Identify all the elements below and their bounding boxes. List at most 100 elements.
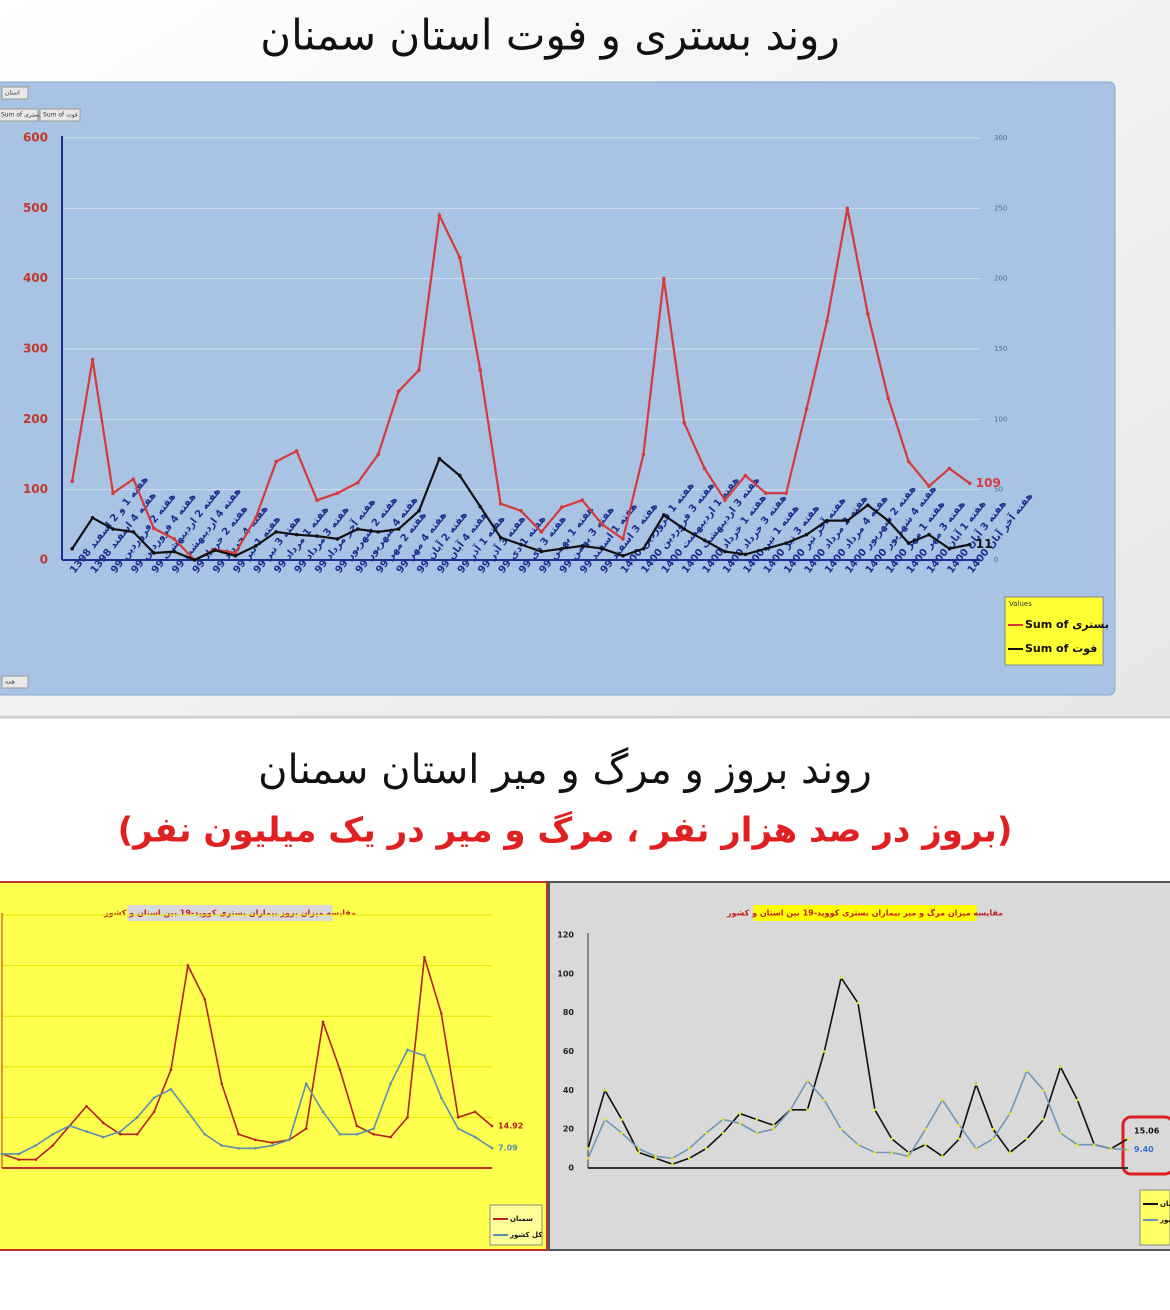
chart-panel — [0, 881, 548, 1251]
point — [396, 527, 401, 531]
point — [620, 1131, 624, 1135]
legend-label: کشور — [1159, 1216, 1170, 1224]
point — [723, 498, 727, 503]
point — [1059, 1065, 1062, 1069]
y2-tick-label: 150 — [994, 345, 1007, 353]
point — [70, 479, 74, 484]
point — [947, 466, 952, 471]
point — [1042, 1118, 1045, 1121]
point — [152, 1110, 156, 1114]
point — [687, 1147, 691, 1150]
point — [822, 1050, 826, 1053]
filter-label: Sum of فوت — [43, 112, 78, 119]
legend-label: Sum of بستری — [1025, 618, 1109, 631]
point — [473, 1135, 477, 1139]
point — [825, 319, 829, 323]
point — [687, 1156, 691, 1160]
point — [335, 491, 340, 495]
point — [321, 1020, 325, 1024]
y-tick-label: 0 — [568, 1164, 574, 1173]
chart-title-bg — [127, 905, 333, 921]
point — [254, 1138, 257, 1142]
legend-label: سمنان — [510, 1215, 533, 1223]
point — [102, 1121, 105, 1125]
point — [603, 1089, 607, 1092]
y-tick-label: 120 — [557, 931, 574, 940]
point — [111, 527, 115, 531]
point — [456, 1127, 460, 1130]
point — [873, 1108, 877, 1112]
point — [440, 1096, 443, 1100]
point — [490, 1124, 494, 1128]
point — [890, 1151, 894, 1154]
point — [304, 1082, 308, 1085]
point — [927, 484, 931, 488]
point — [135, 1132, 139, 1136]
point — [186, 964, 190, 967]
point — [755, 1118, 759, 1121]
point — [519, 508, 523, 513]
point — [866, 503, 870, 507]
point — [437, 213, 442, 218]
point — [498, 535, 503, 540]
point — [473, 1110, 477, 1114]
point — [294, 449, 299, 453]
point — [941, 1155, 944, 1158]
y2-tick-label: 100 — [994, 415, 1007, 423]
legend-label: Sum of فوت — [1025, 642, 1097, 655]
point — [603, 1118, 607, 1121]
y-tick-label: 400 — [23, 271, 48, 285]
point — [856, 1001, 860, 1005]
point — [111, 491, 115, 495]
point — [839, 1127, 843, 1131]
point — [338, 1068, 342, 1071]
point — [671, 1156, 674, 1160]
point — [866, 312, 870, 316]
point — [743, 473, 748, 478]
y2-tick-label: 250 — [994, 204, 1007, 212]
point — [1025, 1069, 1029, 1073]
point — [721, 1131, 725, 1135]
point — [220, 1082, 223, 1085]
point — [621, 537, 625, 541]
point — [271, 1144, 274, 1147]
y2-tick-label: 300 — [994, 134, 1007, 142]
point — [723, 549, 727, 554]
point — [682, 421, 686, 425]
point — [772, 1123, 775, 1127]
point — [968, 481, 972, 486]
point — [213, 548, 217, 552]
point — [806, 1079, 809, 1082]
point — [704, 1131, 708, 1135]
y-tick-label: 600 — [23, 131, 48, 145]
point — [825, 518, 829, 523]
point — [654, 1156, 657, 1160]
point — [839, 976, 843, 980]
point — [654, 1155, 657, 1158]
y-tick-label: 80 — [563, 1008, 575, 1017]
point — [294, 532, 299, 537]
point — [372, 1127, 376, 1130]
series-line — [2, 1048, 493, 1155]
point — [51, 1144, 54, 1147]
point — [34, 1158, 38, 1161]
point — [34, 1144, 38, 1147]
point — [271, 1141, 274, 1144]
point — [600, 523, 605, 527]
point — [1076, 1143, 1079, 1146]
point — [927, 532, 931, 537]
point — [423, 955, 426, 959]
point — [186, 1110, 190, 1114]
point — [321, 1110, 325, 1114]
point — [169, 1068, 173, 1071]
point — [974, 1083, 978, 1086]
point — [804, 532, 809, 537]
point — [702, 466, 707, 471]
point — [637, 1151, 640, 1154]
point — [1008, 1112, 1012, 1115]
point — [856, 1143, 860, 1146]
point — [423, 1054, 426, 1057]
point — [641, 546, 646, 551]
point — [941, 1098, 944, 1102]
